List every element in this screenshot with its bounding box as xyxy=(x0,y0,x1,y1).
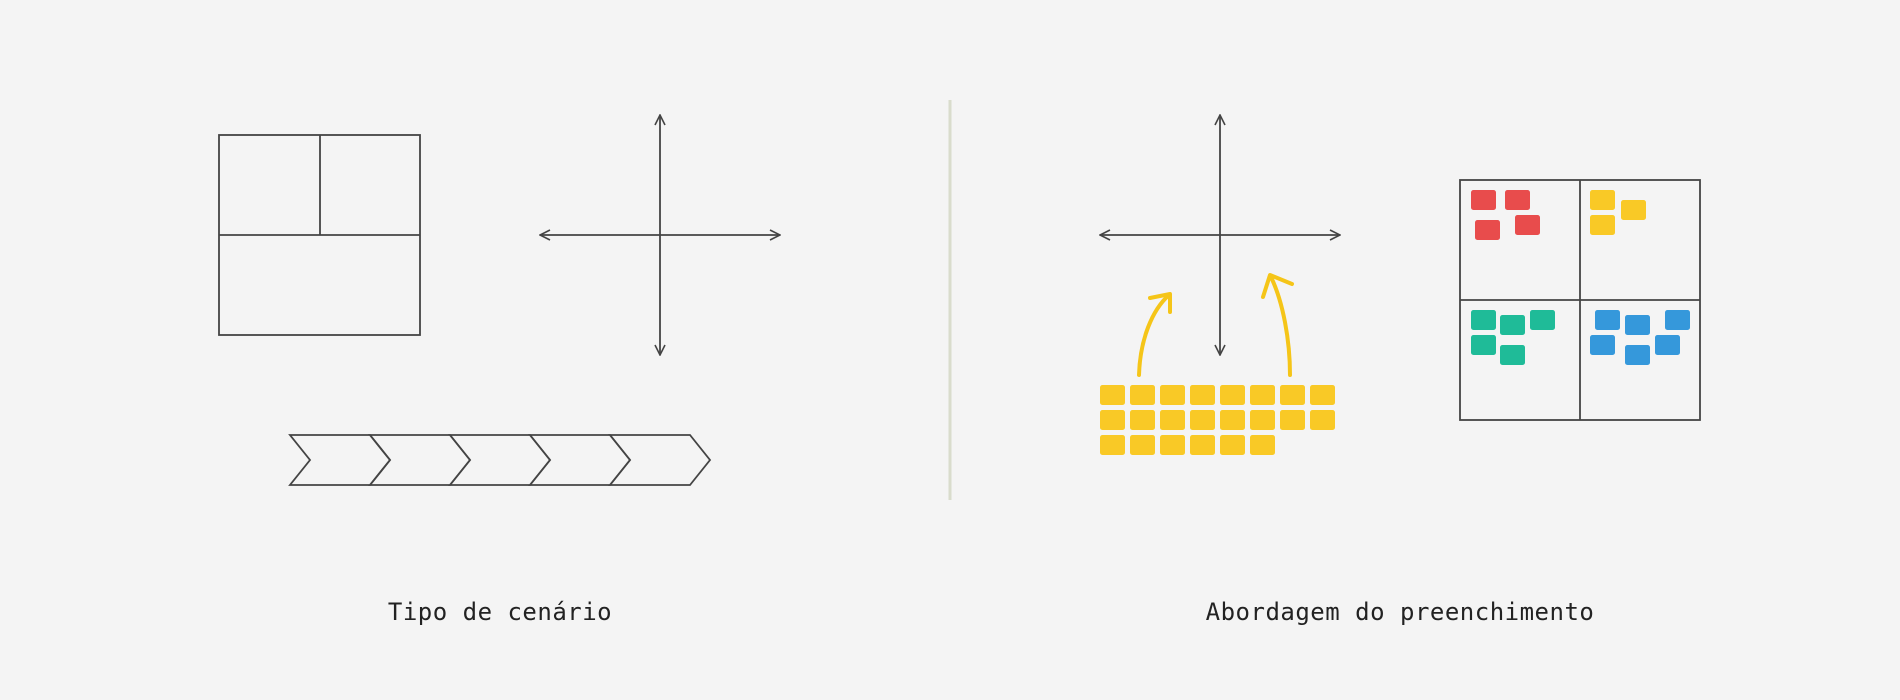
sticky-note xyxy=(1100,435,1125,455)
sticky-note xyxy=(1621,200,1646,220)
sticky-notes-grid xyxy=(1100,385,1335,455)
sticky-note xyxy=(1100,410,1125,430)
scenario-type-caption: Tipo de cenário xyxy=(387,598,613,626)
sticky-note xyxy=(1625,345,1650,365)
quadrant-sticky-notes xyxy=(1471,190,1690,365)
sticky-note xyxy=(1100,385,1125,405)
sticky-note xyxy=(1190,410,1215,430)
sticky-note xyxy=(1310,385,1335,405)
layout-block-icon xyxy=(218,134,421,336)
sticky-note xyxy=(1471,335,1496,355)
filling-approach-caption: Abordagem do preenchimento xyxy=(1205,598,1595,626)
sticky-note xyxy=(1515,215,1540,235)
sticky-note xyxy=(1475,220,1500,240)
curved-arrow-icon xyxy=(1261,273,1294,377)
sticky-note xyxy=(1130,410,1155,430)
sticky-note xyxy=(1471,190,1496,210)
sticky-note xyxy=(1250,385,1275,405)
sticky-note xyxy=(1500,345,1525,365)
sticky-note xyxy=(1160,435,1185,455)
sticky-note xyxy=(1250,435,1275,455)
sticky-note xyxy=(1590,335,1615,355)
sticky-note xyxy=(1190,435,1215,455)
sticky-note xyxy=(1590,215,1615,235)
axis-cross-icon xyxy=(1100,115,1340,355)
sticky-note xyxy=(1280,385,1305,405)
sticky-note xyxy=(1655,335,1680,355)
filling-approach-panel xyxy=(1100,115,1701,455)
sticky-note xyxy=(1130,435,1155,455)
sticky-note xyxy=(1220,435,1245,455)
quadrant-board xyxy=(1459,179,1701,421)
sticky-note xyxy=(1471,310,1496,330)
sticky-note xyxy=(1500,315,1525,335)
sticky-note xyxy=(1160,385,1185,405)
scenario-types-panel xyxy=(218,115,780,486)
process-chevron-row xyxy=(288,434,712,486)
sticky-note xyxy=(1595,310,1620,330)
axis-cross-icon xyxy=(540,115,780,355)
sticky-note xyxy=(1130,385,1155,405)
curved-arrow-icon xyxy=(1137,292,1172,377)
sticky-note xyxy=(1160,410,1185,430)
chevron-step xyxy=(608,434,712,486)
sticky-note xyxy=(1505,190,1530,210)
sticky-note xyxy=(1530,310,1555,330)
sticky-note xyxy=(1220,410,1245,430)
sticky-note xyxy=(1310,410,1335,430)
sticky-note xyxy=(1590,190,1615,210)
sticky-note xyxy=(1280,410,1305,430)
sticky-note xyxy=(1190,385,1215,405)
sticky-note xyxy=(1665,310,1690,330)
sticky-note xyxy=(1625,315,1650,335)
sticky-note xyxy=(1220,385,1245,405)
sticky-note xyxy=(1250,410,1275,430)
